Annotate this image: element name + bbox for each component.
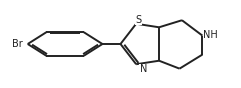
Text: N: N	[140, 64, 147, 74]
Text: S: S	[135, 15, 142, 25]
Text: Br: Br	[12, 39, 23, 49]
Text: NH: NH	[203, 30, 218, 40]
